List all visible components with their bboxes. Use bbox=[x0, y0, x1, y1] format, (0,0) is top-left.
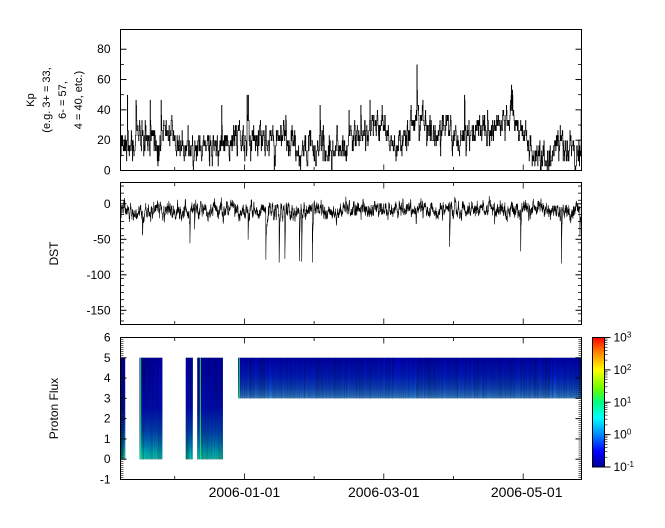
svg-text:0: 0 bbox=[104, 197, 111, 211]
svg-text:-50: -50 bbox=[93, 232, 111, 246]
svg-text:80: 80 bbox=[97, 42, 111, 56]
svg-text:Proton Flux: Proton Flux bbox=[47, 378, 61, 439]
svg-text:2006-03-01: 2006-03-01 bbox=[348, 484, 420, 500]
svg-text:-1: -1 bbox=[100, 473, 111, 487]
svg-text:4: 4 bbox=[104, 371, 111, 385]
svg-text:DST: DST bbox=[47, 241, 61, 266]
svg-text:10-1: 10-1 bbox=[614, 460, 635, 475]
svg-text:40: 40 bbox=[97, 103, 111, 117]
svg-text:(e.g. 3+ = 33,: (e.g. 3+ = 33, bbox=[41, 67, 53, 132]
svg-text:0: 0 bbox=[104, 452, 111, 466]
svg-text:6: 6 bbox=[104, 331, 111, 345]
svg-text:2006-01-01: 2006-01-01 bbox=[209, 484, 281, 500]
svg-text:0: 0 bbox=[104, 164, 111, 178]
svg-text:103: 103 bbox=[614, 330, 632, 345]
svg-text:101: 101 bbox=[614, 395, 632, 410]
svg-text:3: 3 bbox=[104, 391, 111, 405]
svg-text:2006-05-01: 2006-05-01 bbox=[491, 484, 563, 500]
svg-text:100: 100 bbox=[614, 427, 632, 442]
svg-text:5: 5 bbox=[104, 351, 111, 365]
svg-text:-150: -150 bbox=[86, 303, 110, 317]
svg-text:2: 2 bbox=[104, 412, 111, 426]
svg-text:6- = 57,: 6- = 57, bbox=[57, 81, 69, 119]
svg-text:Kp: Kp bbox=[25, 93, 37, 106]
svg-text:-100: -100 bbox=[86, 268, 110, 282]
svg-text:60: 60 bbox=[97, 73, 111, 87]
svg-text:20: 20 bbox=[97, 133, 111, 147]
svg-text:1: 1 bbox=[104, 432, 111, 446]
svg-text:4 = 40, etc.): 4 = 40, etc.) bbox=[73, 71, 85, 129]
svg-text:102: 102 bbox=[614, 362, 632, 377]
